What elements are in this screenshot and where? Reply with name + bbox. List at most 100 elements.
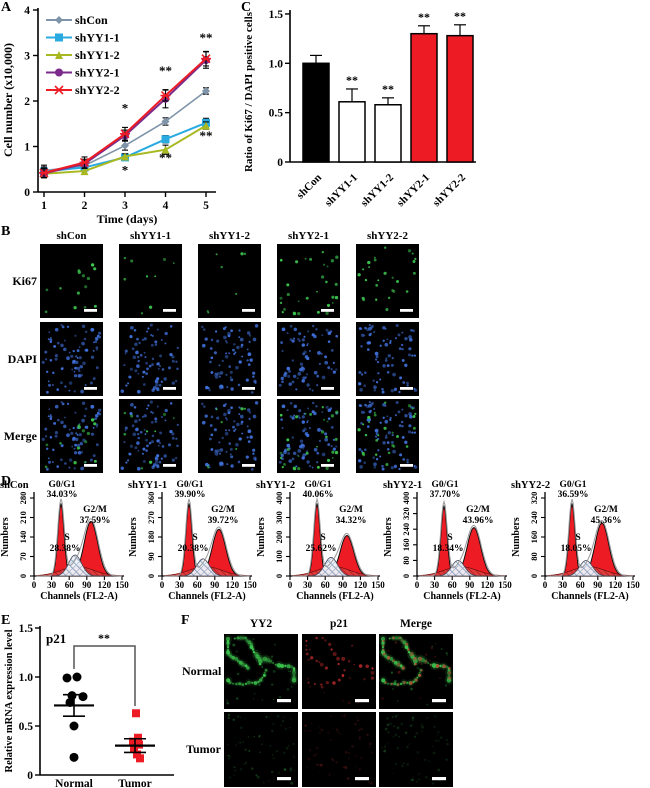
y-axis-title: Relative mRNA expression level [4, 629, 15, 772]
y-tick-label: 270 [146, 511, 156, 524]
marker-square [55, 33, 63, 42]
scale-bar [242, 464, 255, 467]
x-axis-title: Channels (FL2-A) [40, 591, 118, 602]
scale-bar [84, 387, 97, 390]
panel-b-micrographs: shCon shYY1-1 shYY1-2 shYY2-1 shYY2-2 Ki67 DAP… [0, 226, 650, 478]
sample-label: shYY1-1 [128, 480, 167, 491]
marker-asterisk [160, 90, 171, 101]
scale-bar [242, 387, 255, 390]
g0g1-percent: 39.90% [175, 490, 206, 500]
scale-bar [163, 309, 176, 312]
y-tick-label: 90 [146, 552, 156, 561]
g2m-percent: 34.32% [336, 516, 367, 526]
y-tick-label: 3 [24, 51, 30, 63]
y-tick-label: 280 [18, 492, 28, 505]
x-tick-label: 120 [354, 580, 368, 590]
g2m-label: G2/M [466, 505, 490, 515]
y-axis-title: Ratio of Ki67 / DAPI positive cells [243, 11, 255, 172]
y-tick-label: 70 [18, 552, 28, 561]
micrograph-normal-yy2 [224, 634, 298, 709]
x-tick-label: 1 [41, 200, 47, 212]
y-tick-label: 0 [529, 574, 539, 578]
micrograph-ki67-shyy1-2 [198, 244, 261, 318]
panel-b-column-label: shCon [56, 230, 87, 242]
x-category-label: Normal [55, 778, 93, 788]
s-label: S [447, 533, 452, 543]
x-tick-label: 150 [115, 580, 129, 590]
x-tick-label: 5 [203, 200, 209, 212]
scatter-group-tumor [115, 709, 155, 763]
micrograph-dapi-shyy2-2 [356, 322, 419, 396]
significance-star: ** [98, 631, 110, 645]
y-axis-title: Cell number (x10,000) [1, 43, 15, 157]
significance-star: * [122, 100, 129, 115]
y-axis-title: Numbers [256, 517, 267, 557]
panel-b-column-label: shYY2-2 [367, 230, 408, 242]
legend-label: shYY2-1 [75, 66, 120, 80]
panel-f-column-label: Merge [400, 618, 432, 630]
significance-star: ** [200, 30, 213, 45]
micrograph-normal-p21 [302, 634, 376, 709]
x-axis-title: Channels (FL2-A) [551, 591, 629, 602]
panel-f-column-label: YY2 [249, 618, 273, 630]
significance-bracket [73, 645, 136, 706]
y-tick-label: 1 [24, 142, 30, 154]
g2m-percent: 39.72% [208, 516, 239, 526]
panel-b-row-label: Ki67 [12, 274, 37, 288]
g0g1-label: G0/G1 [432, 480, 459, 490]
s-percent: 28.38% [50, 544, 81, 554]
y-tick-label: 320 [529, 492, 539, 505]
x-tick-label: 30 [558, 580, 568, 590]
scale-bar [277, 699, 291, 703]
panel-label-c: C [241, 0, 252, 15]
g2m-label: G2/M [211, 505, 235, 515]
micrograph-dapi-shyy1-1 [119, 322, 182, 396]
marker-asterisk [79, 157, 90, 167]
x-category-label: shYY2-1 [395, 172, 432, 209]
micrograph-merge-shyy1-2 [198, 399, 261, 473]
y-tick-label: 320 [401, 507, 411, 520]
y-tick-label: 240 [401, 523, 411, 536]
scale-bar [432, 699, 446, 703]
micrograph-dapi-shyy2-1 [277, 322, 340, 396]
panel-f-column-label: p21 [330, 618, 348, 630]
scale-bar [400, 387, 413, 390]
y-tick-label: 0.5 [269, 108, 284, 120]
panel-f-row-label: Tumor [186, 742, 221, 756]
x-category-label: Tumor [118, 778, 151, 788]
significance-star: ** [159, 150, 172, 165]
marker-diamond [161, 117, 170, 126]
g2m-percent: 43.96% [463, 516, 494, 526]
g2m-label: G2/M [83, 505, 107, 515]
y-tick-label: 4 [24, 5, 30, 17]
x-tick-label: 0 [288, 580, 293, 590]
y-tick-label: 0 [277, 157, 283, 169]
y-tick-label: 0 [401, 574, 411, 578]
marker-asterisk [120, 129, 130, 139]
y-tick-label: 0 [24, 187, 30, 199]
legend-label: shYY1-2 [75, 48, 120, 62]
y-tick-label: 1.0 [19, 672, 34, 684]
s-label: S [575, 533, 580, 543]
x-category-label: shYY1-1 [323, 172, 360, 209]
s-percent: 20.38% [178, 544, 209, 554]
panel-b-column-label: shYY1-1 [130, 230, 171, 242]
marker-diamond [202, 86, 210, 95]
x-tick-label: 30 [303, 580, 313, 590]
s-percent: 25.62% [306, 544, 337, 554]
micrograph-dapi-shcon [40, 322, 103, 396]
micrograph-ki67-shyy2-1 [277, 244, 340, 318]
x-tick-label: 0 [543, 580, 548, 590]
y-tick-label: 80 [529, 552, 539, 561]
panel-b-column-label: shYY1-2 [209, 230, 250, 242]
x-axis-title: Time (days) [97, 212, 158, 226]
g0g1-label: G0/G1 [177, 480, 204, 490]
panel-label-e: E [1, 613, 11, 628]
panel-f-micrographs: YY2 p21 Merge Normal Tumor [182, 613, 650, 788]
scale-bar [400, 309, 413, 312]
sample-label: shYY2-1 [383, 480, 422, 491]
y-tick-label: 160 [529, 531, 539, 544]
